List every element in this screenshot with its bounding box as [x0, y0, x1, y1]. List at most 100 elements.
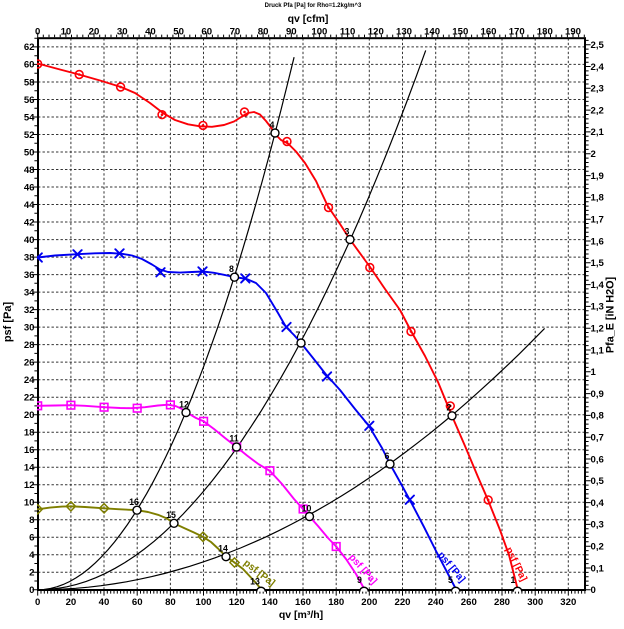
- svg-text:0,9: 0,9: [591, 389, 604, 400]
- svg-text:60: 60: [132, 597, 143, 608]
- svg-text:20: 20: [24, 410, 35, 421]
- svg-text:0,8: 0,8: [591, 411, 605, 422]
- svg-text:2,3: 2,3: [591, 84, 604, 95]
- svg-text:0: 0: [35, 27, 40, 38]
- svg-text:4: 4: [270, 120, 275, 130]
- svg-text:0,6: 0,6: [591, 454, 604, 465]
- svg-text:190: 190: [565, 27, 581, 38]
- svg-text:2: 2: [591, 149, 596, 160]
- svg-text:110: 110: [340, 27, 355, 38]
- svg-text:300: 300: [527, 597, 543, 608]
- svg-text:8: 8: [29, 515, 35, 526]
- svg-text:36: 36: [24, 270, 35, 281]
- svg-text:24: 24: [24, 375, 35, 386]
- svg-text:16: 16: [24, 445, 35, 456]
- svg-text:120: 120: [368, 27, 384, 38]
- svg-text:220: 220: [394, 597, 410, 608]
- svg-text:60: 60: [201, 27, 212, 38]
- svg-text:50: 50: [173, 27, 184, 38]
- svg-text:2,5: 2,5: [591, 40, 605, 51]
- svg-text:20: 20: [66, 597, 77, 608]
- svg-text:50: 50: [24, 147, 35, 158]
- svg-text:170: 170: [509, 27, 525, 38]
- svg-text:280: 280: [494, 597, 510, 608]
- svg-text:15: 15: [166, 510, 176, 520]
- svg-text:0: 0: [35, 597, 40, 608]
- svg-text:2: 2: [447, 403, 452, 413]
- svg-text:56: 56: [24, 95, 35, 106]
- svg-text:2: 2: [29, 568, 34, 579]
- svg-text:180: 180: [537, 27, 553, 38]
- svg-text:120: 120: [229, 597, 245, 608]
- svg-text:60: 60: [24, 60, 35, 71]
- svg-text:130: 130: [396, 27, 412, 38]
- svg-text:4: 4: [29, 550, 35, 561]
- svg-text:48: 48: [24, 165, 35, 176]
- svg-text:80: 80: [258, 27, 269, 38]
- svg-text:80: 80: [165, 597, 176, 608]
- svg-text:0,4: 0,4: [591, 498, 605, 509]
- svg-text:9: 9: [357, 575, 362, 585]
- svg-text:20: 20: [89, 27, 100, 38]
- svg-text:40: 40: [145, 27, 156, 38]
- svg-text:240: 240: [428, 597, 444, 608]
- svg-text:32: 32: [24, 305, 35, 316]
- svg-text:1,5: 1,5: [591, 258, 605, 269]
- svg-text:38: 38: [24, 252, 35, 263]
- svg-text:6: 6: [29, 533, 34, 544]
- svg-text:0,5: 0,5: [591, 476, 605, 487]
- svg-text:qv [cfm]: qv [cfm]: [288, 13, 329, 25]
- svg-text:11: 11: [229, 434, 238, 444]
- svg-text:40: 40: [99, 597, 110, 608]
- svg-text:26: 26: [24, 357, 35, 368]
- svg-text:70: 70: [230, 27, 241, 38]
- svg-text:1,2: 1,2: [591, 324, 604, 335]
- svg-text:100: 100: [195, 597, 211, 608]
- svg-text:52: 52: [24, 130, 35, 141]
- svg-text:18: 18: [24, 428, 35, 439]
- svg-text:54: 54: [24, 112, 35, 123]
- svg-text:2,4: 2,4: [591, 62, 605, 73]
- svg-text:10: 10: [61, 27, 72, 38]
- svg-text:Pfa_E [iN H2O]: Pfa_E [iN H2O]: [605, 277, 617, 353]
- svg-text:150: 150: [452, 27, 468, 38]
- svg-text:30: 30: [24, 322, 35, 333]
- svg-text:58: 58: [24, 77, 35, 88]
- svg-text:5: 5: [448, 575, 453, 585]
- svg-text:2,2: 2,2: [591, 105, 604, 116]
- svg-text:8: 8: [229, 264, 234, 274]
- svg-text:40: 40: [24, 235, 35, 246]
- svg-text:1,7: 1,7: [591, 215, 604, 226]
- svg-text:62: 62: [24, 42, 35, 53]
- svg-text:1,4: 1,4: [591, 280, 605, 291]
- svg-text:Druck Pfa [Pa] for Rho=1.2kg/m: Druck Pfa [Pa] for Rho=1.2kg/m^3: [265, 3, 362, 9]
- svg-text:1,8: 1,8: [591, 193, 605, 204]
- svg-text:12: 12: [179, 399, 189, 409]
- svg-text:psf [Pa]: psf [Pa]: [2, 301, 14, 342]
- svg-text:1: 1: [591, 367, 597, 378]
- svg-text:1,6: 1,6: [591, 236, 604, 247]
- svg-text:0,7: 0,7: [591, 433, 604, 444]
- svg-text:180: 180: [328, 597, 344, 608]
- svg-text:90: 90: [286, 27, 297, 38]
- svg-text:160: 160: [480, 27, 496, 38]
- svg-text:22: 22: [24, 393, 35, 404]
- svg-text:1,1: 1,1: [591, 345, 605, 356]
- svg-text:34: 34: [24, 287, 35, 298]
- svg-text:200: 200: [361, 597, 377, 608]
- svg-text:1,3: 1,3: [591, 302, 604, 313]
- svg-text:260: 260: [461, 597, 477, 608]
- svg-text:16: 16: [129, 497, 139, 507]
- svg-text:0,2: 0,2: [591, 542, 604, 553]
- svg-text:3: 3: [345, 226, 350, 236]
- svg-text:100: 100: [311, 27, 327, 38]
- svg-text:10: 10: [24, 498, 35, 509]
- svg-text:12: 12: [24, 480, 35, 491]
- svg-text:160: 160: [295, 597, 311, 608]
- svg-text:140: 140: [262, 597, 278, 608]
- svg-text:0,1: 0,1: [591, 563, 605, 574]
- svg-text:46: 46: [24, 182, 35, 193]
- svg-text:140: 140: [424, 27, 440, 38]
- svg-text:320: 320: [560, 597, 576, 608]
- svg-text:0,3: 0,3: [591, 520, 604, 531]
